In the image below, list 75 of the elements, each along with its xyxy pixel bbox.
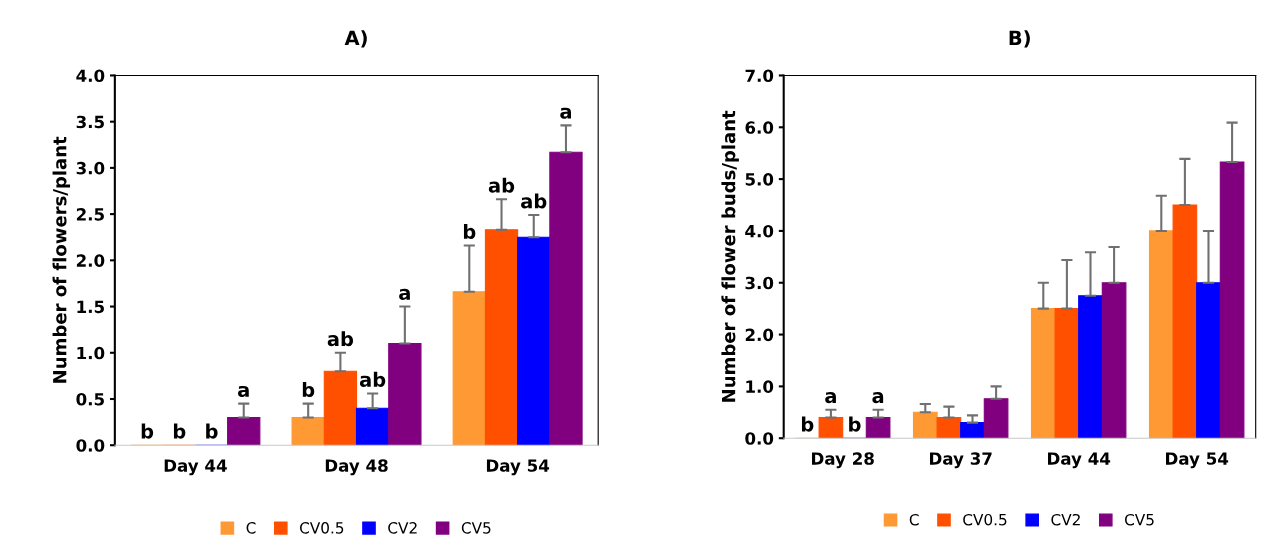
x-tick-label: Day 54 [1166,452,1229,469]
y-axis-title: Number of flower buds/plant [721,110,739,402]
bar [936,416,962,439]
x-tick-label: Day 44 [164,459,227,476]
bar [818,416,844,439]
legend-label: CV0.5 [299,522,344,534]
y-tick-label: 5.0 [745,173,774,186]
bar [1030,308,1056,439]
bar [1148,230,1174,439]
bar [227,416,261,446]
y-tick-label: 0.0 [76,439,105,452]
y-tick-label: 4.0 [76,69,105,83]
chart-title: A) [344,30,367,48]
bar [1078,295,1103,439]
bar [291,416,325,446]
legend-label: CV2 [388,522,417,534]
y-tick-label: 3.0 [76,161,105,175]
data-label: ab [488,177,515,193]
bar [517,236,551,446]
chart-title: B) [1009,30,1030,48]
data-label: a [560,107,571,119]
bar [1101,282,1127,439]
y-tick-label: 2.0 [76,254,105,267]
x-tick-label: Day 44 [1048,452,1111,469]
data-label: b [206,423,218,439]
bar [388,342,422,446]
y-tick-label: 6.0 [745,121,774,134]
bar [1196,282,1221,439]
y-tick-label: 1.0 [77,346,105,360]
data-label: a [399,288,410,301]
legend-label: CV5 [461,522,491,534]
data-label: b [463,223,476,239]
legend-label: C [246,522,256,534]
data-label: b [302,382,315,398]
bar [865,416,891,439]
data-label: ab [521,193,547,209]
y-tick-label: 3.5 [76,115,104,129]
y-tick-label: 2.5 [76,208,104,221]
x-tick-label: Day 54 [486,459,550,476]
y-tick-label: 0.5 [76,392,104,406]
legend-label: C [909,513,919,526]
bar [983,398,1009,439]
data-label: b [141,423,154,439]
x-tick-label: Day 28 [812,452,874,469]
y-tick-label: 7.0 [745,69,774,83]
bar [1219,161,1245,439]
data-label: a [238,385,249,398]
data-label: b [801,416,814,432]
y-tick-label: 2.0 [745,328,774,342]
x-tick-label: Day 37 [930,452,992,469]
bar [323,370,358,446]
data-label: a [825,391,836,404]
y-tick-label: 1.5 [77,300,104,314]
bar [912,411,938,439]
y-tick-label: 1.0 [746,380,774,393]
bar [1172,204,1198,439]
bar [355,407,390,446]
bar [549,151,583,446]
legend-label: CV0.5 [963,513,1007,526]
y-tick-label: 3.0 [745,276,774,290]
data-label: b [173,423,186,439]
data-label: ab [359,371,386,387]
bar [452,291,486,446]
bar [1054,308,1080,439]
data-label: b [849,416,861,432]
bar [484,229,519,446]
y-tick-label: 0.0 [745,432,774,445]
legend-label: CV5 [1124,513,1154,526]
legend-label: CV2 [1051,513,1080,526]
y-tick-label: 4.0 [745,224,774,238]
data-label: ab [327,331,354,347]
y-axis-title: Number of flowers/plant [52,136,71,383]
x-tick-label: Day 48 [325,459,388,476]
bar [960,422,985,439]
data-label: a [872,391,884,404]
